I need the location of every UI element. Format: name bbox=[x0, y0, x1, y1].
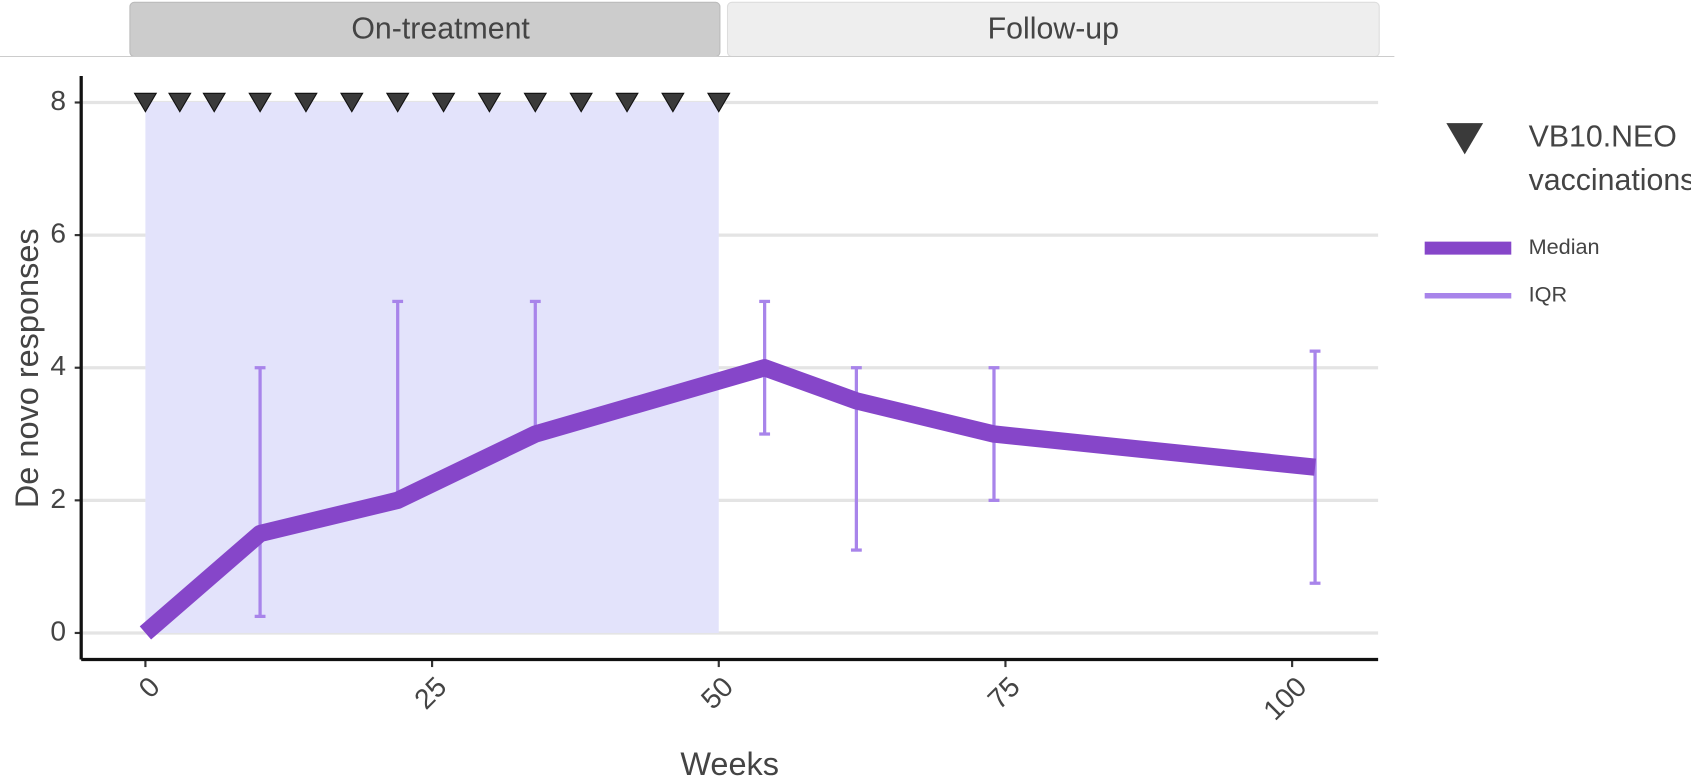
y-axis-label: De novo responses bbox=[9, 228, 45, 508]
y-tick-label: 4 bbox=[50, 350, 66, 381]
x-tick-label: 100 bbox=[1257, 671, 1312, 726]
panel-label: On-treatment bbox=[351, 12, 530, 45]
vaccination-marker bbox=[385, 92, 410, 113]
y-tick-label: 2 bbox=[50, 483, 66, 514]
x-tick-label: 50 bbox=[695, 671, 739, 715]
vaccination-marker bbox=[202, 92, 226, 113]
vaccination-marker bbox=[168, 92, 192, 113]
vaccination-marker bbox=[569, 92, 593, 113]
legend-label: IQR bbox=[1529, 281, 1567, 306]
vaccination-marker bbox=[477, 92, 502, 113]
vaccination-marker bbox=[294, 92, 318, 113]
median-line bbox=[139, 359, 1316, 640]
vaccination-marker bbox=[431, 92, 456, 113]
x-tick-label: 0 bbox=[133, 671, 166, 704]
error-bar bbox=[254, 366, 266, 619]
vaccination-marker bbox=[340, 92, 364, 113]
vaccination-marker bbox=[661, 92, 685, 113]
legend-label: Median bbox=[1529, 234, 1600, 259]
x-tick-label: 25 bbox=[408, 671, 452, 715]
y-tick-label: 8 bbox=[50, 85, 66, 116]
vaccination-marker bbox=[248, 92, 272, 113]
x-tick-label: 75 bbox=[982, 671, 1026, 715]
x-axis-label: Weeks bbox=[680, 746, 779, 782]
vaccination-marker bbox=[523, 92, 548, 113]
vaccination-marker bbox=[615, 92, 639, 113]
legend-marker bbox=[1446, 123, 1484, 155]
legend-label: VB10.NEO vaccinations bbox=[1529, 121, 1691, 197]
y-tick-label: 0 bbox=[50, 615, 66, 646]
vaccination-marker bbox=[133, 92, 158, 113]
panel-label: Follow-up bbox=[988, 12, 1119, 45]
y-tick-label: 6 bbox=[50, 218, 66, 249]
vaccination-marker bbox=[706, 92, 731, 113]
